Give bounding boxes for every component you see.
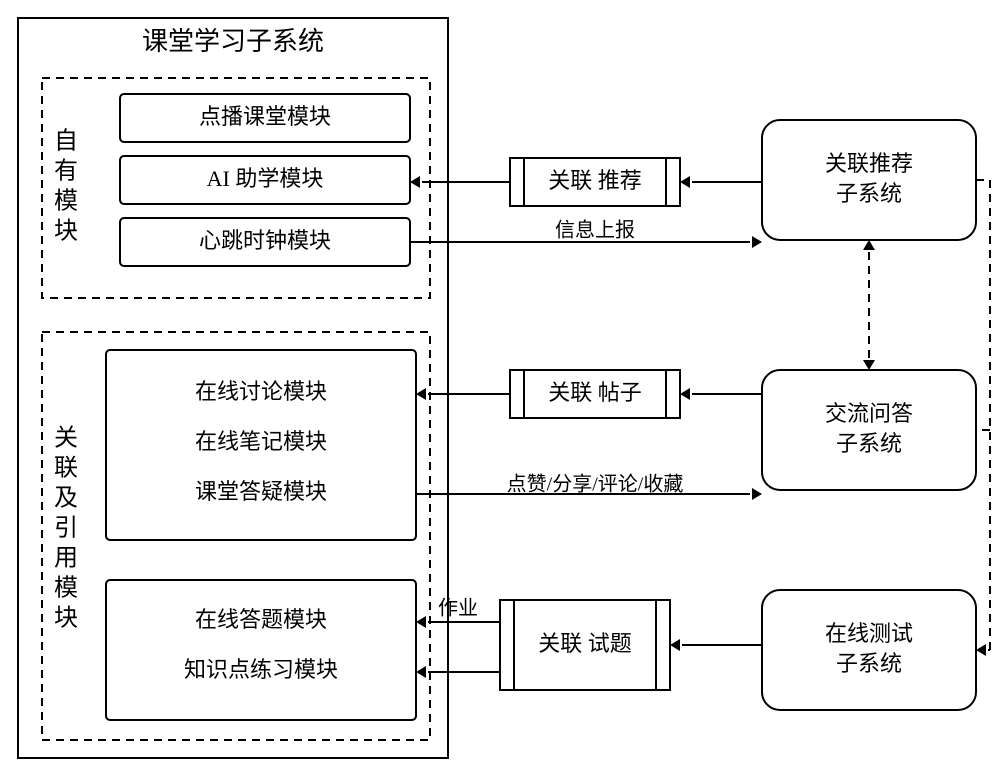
group-b-panel2-line-0: 在线答题模块 — [195, 607, 327, 632]
tab-2-label: 关联 帖子 — [548, 380, 642, 405]
group-a-label-char: 模 — [54, 188, 78, 215]
sub-2-l2: 子系统 — [836, 431, 902, 456]
group-a-item-1-label: AI 助学模块 — [207, 166, 324, 191]
arrow-head — [976, 644, 986, 656]
sub-1-l2: 子系统 — [836, 181, 902, 206]
arrow-head — [416, 616, 426, 628]
group-b-label-char: 及 — [54, 486, 78, 512]
label-info-report: 信息上报 — [555, 219, 635, 242]
group-a-item-0-label: 点播课堂模块 — [199, 104, 331, 129]
tab-3-label: 关联 试题 — [538, 631, 632, 656]
sub-1 — [762, 120, 976, 240]
outer-title: 课堂学习子系统 — [142, 27, 324, 56]
group-b-label-char: 引 — [54, 515, 78, 542]
group-a-label-char: 自 — [54, 128, 78, 155]
group-b-panel2 — [106, 580, 416, 720]
arrow-head — [416, 666, 426, 678]
group-b-label-char: 块 — [54, 605, 78, 632]
arrow-head — [863, 240, 875, 250]
label-social: 点赞/分享/评论/收藏 — [507, 473, 684, 496]
group-b-panel1-line-1: 在线笔记模块 — [195, 429, 327, 454]
tab-1-label: 关联 推荐 — [548, 168, 642, 193]
group-b-panel1-line-0: 在线讨论模块 — [195, 379, 327, 404]
arrow-head — [416, 388, 426, 400]
arrow-head — [752, 488, 762, 500]
arrow-head — [752, 236, 762, 248]
group-b-panel2-line-1: 知识点练习模块 — [184, 657, 338, 682]
group-a-item-2-label: 心跳时钟模块 — [199, 228, 331, 253]
group-b-label-char: 用 — [54, 546, 78, 572]
group-b-label-char: 模 — [54, 575, 78, 602]
group-b-label-char: 关 — [54, 425, 78, 452]
arrow-head — [410, 176, 420, 188]
group-a-label-char: 有 — [54, 158, 78, 185]
arrow-head — [680, 388, 690, 400]
sub-2 — [762, 370, 976, 490]
group-b-panel1-line-2: 课堂答疑模块 — [195, 479, 327, 504]
group-b-label-char: 联 — [54, 455, 78, 482]
arrow-head — [680, 176, 690, 188]
sub-3 — [762, 590, 976, 710]
sub-2-l1: 交流问答 — [825, 401, 913, 426]
arrow-head — [670, 639, 680, 651]
sub-3-l1: 在线测试 — [825, 621, 913, 646]
label-homework: 作业 — [438, 597, 478, 620]
group-a-label-char: 块 — [54, 218, 78, 245]
arrow-head — [863, 360, 875, 370]
sub-1-l1: 关联推荐 — [825, 151, 913, 176]
sub-3-l2: 子系统 — [836, 651, 902, 676]
